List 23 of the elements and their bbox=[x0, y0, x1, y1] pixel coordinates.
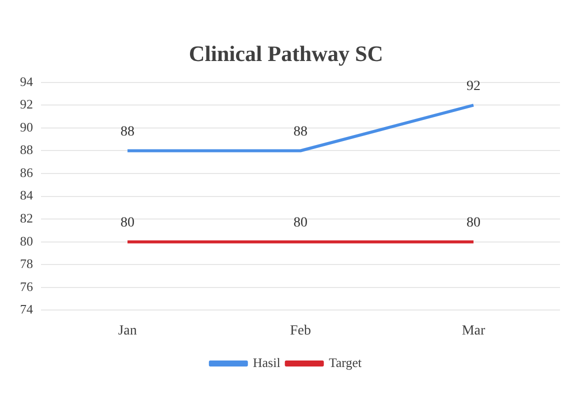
data-label: 92 bbox=[466, 78, 480, 94]
y-tick-label: 82 bbox=[20, 210, 33, 226]
data-label: 80 bbox=[294, 216, 308, 231]
x-tick-label: Jan bbox=[118, 323, 137, 338]
y-tick-label: 94 bbox=[20, 74, 34, 89]
y-tick-label: 84 bbox=[20, 188, 34, 203]
x-tick-label: Mar bbox=[462, 323, 486, 338]
data-label: 80 bbox=[466, 216, 480, 231]
y-tick-label: 80 bbox=[20, 233, 33, 248]
x-tick-label: Feb bbox=[290, 323, 311, 338]
legend-label: Target bbox=[328, 354, 362, 370]
y-tick-label: 90 bbox=[20, 119, 33, 134]
data-label: 80 bbox=[120, 216, 134, 231]
legend-label: Hasil bbox=[252, 354, 281, 370]
data-label: 88 bbox=[120, 124, 134, 140]
y-tick-label: 74 bbox=[20, 302, 34, 317]
chart-title: Clinical Pathway SC bbox=[188, 40, 384, 66]
data-label: 88 bbox=[294, 124, 308, 140]
y-tick-label: 92 bbox=[20, 96, 33, 112]
y-tick-label: 86 bbox=[20, 164, 34, 180]
y-tick-label: 76 bbox=[20, 278, 34, 294]
y-tick-label: 88 bbox=[20, 142, 33, 158]
y-tick-label: 78 bbox=[20, 256, 33, 272]
